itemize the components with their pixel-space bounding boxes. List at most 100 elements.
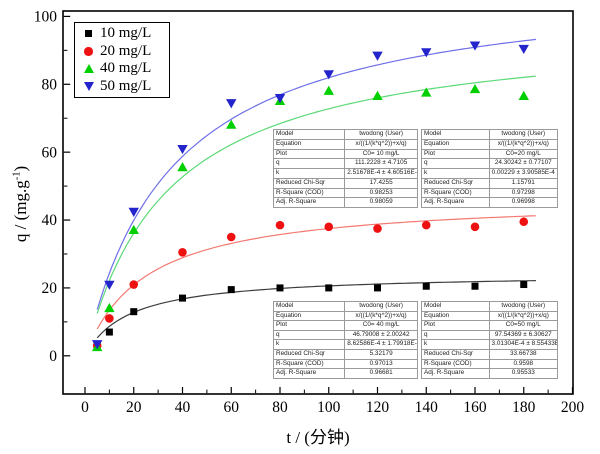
data-point-circle [324, 222, 334, 232]
table-row: Plot C0= 40 mg/L [272, 320, 418, 331]
table-row-label: Reduced Chi-Sqr [421, 348, 490, 360]
data-point-circle [226, 232, 236, 242]
x-tick-label: 40 [175, 399, 191, 416]
table-row-value: x/((1/(k*q^2))+x/q) [344, 310, 418, 322]
table-row: Adj. R-Square 0.95533 [421, 368, 559, 379]
table-row: k 0.00229 ± 3.90585E-4 [421, 168, 559, 179]
table-row-label: R-Square (COD) [272, 187, 346, 199]
data-point-triangle-up [104, 302, 115, 313]
x-tick-label: 100 [317, 399, 341, 416]
data-point-triangle-down [226, 99, 237, 109]
table-row-label: Plot [272, 148, 346, 160]
x-tick-label: 120 [366, 399, 390, 416]
table-row-label: q [421, 329, 490, 341]
table-row-label: k [272, 168, 346, 179]
fit-table-c0-40: Model twodong (User) Equation x/((1/(k*q^2)… [272, 301, 418, 379]
table-row-value: twodong (User) [344, 301, 418, 312]
data-point-triangle-up [128, 224, 139, 235]
table-row-label: k [421, 168, 490, 179]
table-row-value: 0.95533 [488, 368, 559, 379]
legend-label: 20 mg/L [100, 42, 152, 59]
table-row: Adj. R-Square 0.98059 [272, 197, 418, 208]
legend-label: 50 mg/L [100, 77, 152, 94]
y-tick-label: 0 [49, 348, 57, 365]
table-row-label: Equation [421, 138, 490, 150]
table-row: Adj. R-Square 0.96998 [421, 197, 559, 208]
square-marker-icon [85, 30, 92, 38]
table-row: Plot C0=20 mg/L [421, 148, 559, 160]
table-row-label: R-Square (COD) [421, 187, 490, 199]
table-row: R-Square (COD) 0.98253 [272, 187, 418, 199]
parameter-table: Model twodong (User) Equation x/((1/(k*q^2)… [272, 301, 418, 379]
data-point-triangle-up [226, 119, 237, 129]
x-tick-label: 60 [224, 399, 240, 416]
table-row-value: twodong (User) [488, 301, 559, 312]
x-tick-label: 140 [415, 399, 439, 416]
table-row-value: twodong (User) [488, 129, 559, 140]
data-point-triangle-down [372, 51, 383, 61]
table-row-label: Adj. R-Square [272, 197, 346, 208]
table-row: R-Square (COD) 0.9598 [421, 358, 559, 370]
x-tick-label: 0 [81, 399, 89, 416]
table-row-value: 0.96998 [488, 197, 559, 208]
plot-frame [62, 10, 574, 395]
data-point-square [422, 282, 430, 290]
triangle-up-marker-icon [83, 64, 94, 74]
table-row-label: Plot [421, 148, 490, 160]
table-row: Reduced Chi-Sqr 1.15791 [421, 177, 559, 189]
table-row-value: 111.2228 ± 4.7105 [344, 158, 418, 169]
table-row-label: R-Square (COD) [272, 358, 346, 370]
parameter-table: Model twodong (User) Equation x/((1/(k*q^2)… [421, 301, 559, 379]
legend: 10 mg/L 20 mg/L 40 mg/L 50 mg/L [74, 22, 170, 98]
table-row: Model twodong (User) [272, 129, 418, 140]
data-point-square [325, 284, 333, 292]
fit-curve-40 [96, 75, 536, 314]
table-row: Model twodong (User) [421, 301, 559, 312]
table-row: Equation x/((1/(k*q^2))+x/q) [421, 310, 559, 322]
y-tick-label: 80 [42, 76, 58, 93]
table-row-label: k [272, 339, 346, 350]
data-point-triangle-up [518, 90, 529, 100]
legend-item: 10 mg/L [83, 25, 169, 42]
table-row: Model twodong (User) [421, 129, 559, 140]
legend-item: 40 mg/L [83, 60, 169, 77]
table-row: q 111.2228 ± 4.7105 [272, 158, 418, 169]
table-row: Reduced Chi-Sqr 33.66738 [421, 348, 559, 360]
table-row-value: 3.01304E-4 ± 8.55433E-5 [488, 339, 559, 350]
data-point-circle [519, 217, 529, 227]
table-row-label: Plot [421, 320, 490, 331]
table-row-value: x/((1/(k*q^2))+x/q) [488, 310, 559, 322]
table-row-label: Adj. R-Square [272, 368, 346, 379]
table-row-value: C0= 10 mg/L [344, 148, 418, 160]
data-point-triangle-down [91, 340, 103, 350]
table-row-value: 46.79008 ± 2.00242 [344, 329, 418, 341]
fit-table-c0-20: Model twodong (User) Equation x/((1/(k*q^2)… [421, 129, 559, 208]
data-point-triangle-up [177, 162, 188, 172]
table-row: q 24.30242 ± 0.77107 [421, 158, 559, 169]
legend-label: 40 mg/L [100, 60, 152, 77]
data-point-square [471, 282, 479, 290]
table-row-value: 33.66738 [488, 348, 559, 360]
legend-item: 20 mg/L [83, 43, 169, 60]
table-row-label: Model [421, 129, 490, 140]
table-row-label: Model [272, 129, 346, 140]
table-row-value: 5.32179 [344, 348, 418, 360]
data-point-square [105, 328, 113, 336]
table-row-label: Plot [272, 320, 346, 331]
table-row-value: 0.97013 [344, 358, 418, 370]
table-row-value: C0=20 mg/L [488, 148, 559, 160]
table-row-value: C0=50 mg/L [488, 320, 559, 331]
data-point-triangle-down [128, 207, 139, 217]
x-tick-label: 160 [463, 399, 487, 416]
table-row-label: Equation [272, 310, 346, 322]
table-row-label: k [421, 339, 490, 350]
table-row-label: Adj. R-Square [421, 368, 490, 379]
legend-item: 50 mg/L [83, 78, 169, 95]
y-axis-title: q / (mg.g-1) [11, 165, 30, 243]
y-tick-label: 100 [34, 9, 58, 26]
table-row-label: Equation [421, 310, 490, 322]
data-point-circle [373, 224, 382, 233]
data-point-circle [105, 314, 114, 323]
